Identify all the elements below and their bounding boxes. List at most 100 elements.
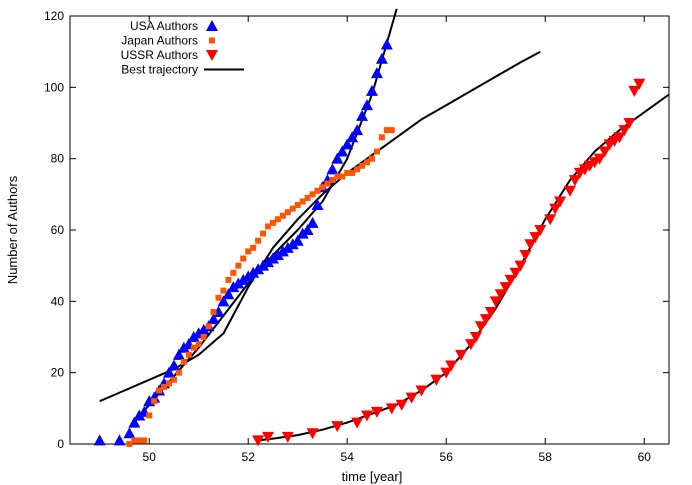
- y-tick-label: 120: [44, 9, 64, 23]
- data-point: [274, 216, 281, 223]
- data-point: [464, 339, 477, 351]
- data-point: [245, 248, 252, 255]
- data-point: [271, 248, 284, 260]
- data-point: [306, 216, 319, 228]
- axes-layer: 50 52 54 56 58 60 0 20 40 60 80 100 120: [44, 9, 669, 464]
- data-point: [361, 99, 374, 111]
- data-point: [331, 152, 344, 164]
- data-point: [489, 296, 502, 308]
- data-point: [494, 289, 507, 301]
- plot-frame: [69, 15, 670, 445]
- data-point: [351, 124, 364, 136]
- data-point: [554, 196, 567, 208]
- data-point: [289, 205, 296, 212]
- data-point: [364, 159, 371, 166]
- data-point: [349, 169, 356, 176]
- data-point: [215, 294, 222, 301]
- data-point: [633, 78, 646, 90]
- data-point: [284, 209, 291, 216]
- data-point: [469, 332, 482, 343]
- data-point: [514, 260, 527, 272]
- data-point: [309, 191, 316, 198]
- data-point: [265, 223, 272, 230]
- x-tick-label: 52: [242, 450, 256, 464]
- data-point: [296, 227, 309, 239]
- data-point: [549, 203, 562, 215]
- data-point: [269, 219, 276, 226]
- data-point: [375, 52, 388, 64]
- legend-label: USSR Authors: [121, 48, 198, 62]
- data-point: [326, 163, 339, 175]
- data-point: [281, 431, 294, 443]
- data-point: [266, 252, 279, 264]
- data-point: [524, 239, 537, 251]
- data-point: [237, 273, 250, 285]
- data-point: [299, 198, 306, 205]
- data-point: [593, 153, 606, 165]
- data-point: [200, 334, 207, 340]
- data-point: [568, 175, 581, 187]
- data-point: [519, 249, 532, 261]
- data-point: [172, 348, 185, 360]
- data-point: [262, 256, 275, 268]
- data-point: [385, 403, 398, 415]
- data-point: [373, 148, 380, 155]
- data-point: [504, 274, 517, 286]
- x-tick-label: 58: [539, 450, 553, 464]
- data-point: [430, 374, 443, 386]
- trajectory-line: [257, 93, 670, 442]
- data-point: [544, 214, 557, 226]
- data-point: [281, 241, 294, 253]
- data-point: [217, 295, 230, 307]
- data-point: [380, 38, 393, 50]
- data-point: [195, 341, 202, 348]
- data-point: [344, 169, 351, 176]
- data-point: [359, 162, 366, 169]
- data-point: [474, 321, 487, 333]
- data-point: [167, 359, 180, 371]
- data-point: [534, 225, 547, 236]
- y-tick-label: 60: [51, 223, 65, 237]
- data-point: [334, 173, 341, 180]
- data-point: [365, 84, 378, 96]
- data-point: [618, 125, 631, 137]
- y-tick-label: 20: [51, 366, 65, 380]
- data-point: [370, 67, 383, 79]
- y-tick-label: 80: [51, 152, 65, 166]
- data-point: [166, 380, 173, 387]
- data-points-layer: [93, 38, 646, 447]
- plot-frame-layer: [69, 15, 670, 445]
- data-point: [250, 244, 257, 251]
- data-point: [163, 366, 176, 378]
- x-tick-label: 54: [341, 450, 355, 464]
- data-point: [368, 155, 375, 162]
- trajectory-line: [99, 50, 541, 403]
- data-point: [499, 282, 512, 294]
- data-point: [225, 276, 232, 283]
- data-point: [232, 277, 245, 289]
- data-point: [133, 409, 146, 421]
- data-point: [207, 313, 220, 325]
- data-point: [247, 266, 260, 278]
- data-point: [395, 399, 408, 411]
- data-point: [341, 138, 354, 150]
- legend-label: Best trajectory: [121, 63, 198, 77]
- data-point: [361, 410, 374, 422]
- data-point: [180, 358, 187, 365]
- x-tick-label: 50: [143, 450, 157, 464]
- data-point: [170, 376, 177, 383]
- data-point: [301, 224, 314, 235]
- data-point: [378, 134, 385, 141]
- data-point: [240, 255, 247, 262]
- data-point: [339, 173, 346, 180]
- data-point: [286, 238, 299, 250]
- data-point: [128, 416, 141, 428]
- data-point: [185, 351, 192, 358]
- data-point: [242, 270, 255, 282]
- data-point: [151, 398, 158, 405]
- x-tick-label: 60: [638, 450, 652, 464]
- data-point: [623, 118, 636, 129]
- data-point: [252, 435, 265, 447]
- data-point: [311, 199, 324, 211]
